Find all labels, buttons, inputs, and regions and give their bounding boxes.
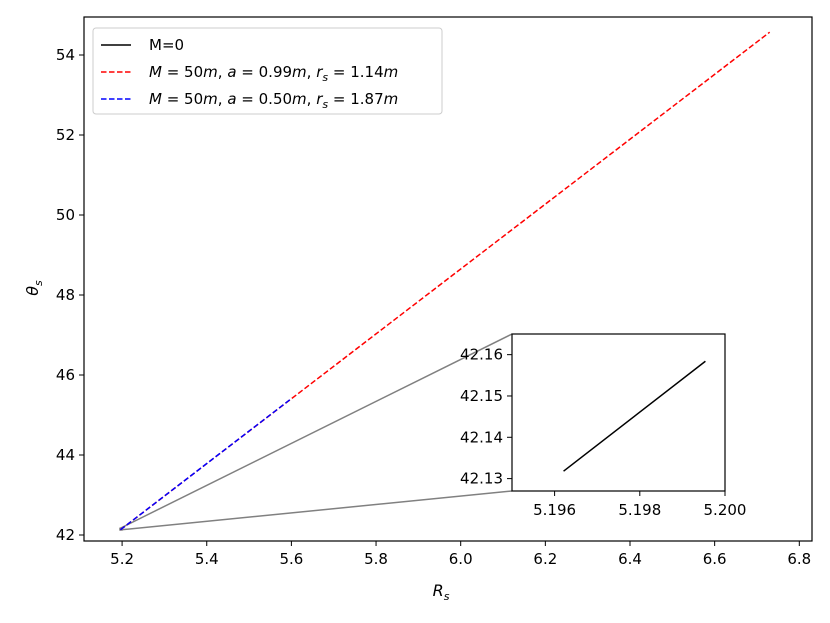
inset-x-tick-label: 5.198 [618, 501, 661, 519]
y-tick-label: 44 [56, 446, 75, 464]
y-tick-label: 46 [56, 366, 75, 384]
x-tick-label: 6.6 [703, 550, 727, 568]
inset-y-tick-label: 42.13 [460, 470, 503, 488]
inset-x-tick-label: 5.196 [533, 501, 576, 519]
y-axis-label: θs [23, 280, 45, 296]
legend-box [92, 27, 443, 115]
y-axis-label-subscript: s [32, 280, 45, 286]
x-axis-label-subscript: s [444, 590, 450, 603]
x-tick-label: 6.4 [618, 550, 642, 568]
x-tick-label: 5.4 [195, 550, 219, 568]
x-tick-label: 5.8 [364, 550, 388, 568]
x-tick-label: 6.2 [533, 550, 557, 568]
y-tick-label: 52 [56, 126, 75, 144]
legend: M=0 M = 50m, a = 0.99m, rs = 1.14m M = 50m… [92, 27, 443, 115]
inset-background [512, 334, 725, 491]
legend-label-1: M=0 [149, 36, 184, 54]
y-tick-label: 54 [56, 46, 75, 64]
inset-y-tick-label: 42.14 [460, 428, 503, 446]
inset-x-axis: 5.196 5.198 5.200 [533, 491, 746, 519]
x-tick-label: 5.2 [110, 550, 134, 568]
y-tick-label: 50 [56, 206, 75, 224]
inset-zoom-axes: 5.196 5.198 5.200 42.13 42.14 42.15 42.16 [460, 333, 746, 519]
x-tick-label: 5.6 [279, 550, 303, 568]
inset-y-axis: 42.13 42.14 42.15 42.16 [460, 346, 512, 488]
connector-line-bottom [119, 490, 513, 531]
inset-x-tick-label: 5.200 [704, 501, 747, 519]
y-axis: 42 44 46 48 50 52 54 [56, 46, 84, 544]
x-axis-label: Rs [433, 581, 450, 603]
y-tick-label: 48 [56, 286, 75, 304]
inset-series-group [563, 360, 706, 472]
inset-y-tick-label: 42.15 [460, 387, 503, 405]
inset-series-line-1 [563, 360, 706, 472]
connector-line-top [119, 333, 513, 530]
inset-y-tick-label: 42.16 [460, 346, 503, 364]
x-axis: 5.2 5.4 5.6 5.8 6.0 6.2 6.4 6.6 6.8 [110, 541, 811, 568]
inset-frame [511, 333, 726, 492]
main-series-group [119, 31, 771, 531]
x-tick-label: 6.0 [449, 550, 473, 568]
legend-label-3: M = 50m, a = 0.50m, rs = 1.87m [149, 90, 398, 111]
main-plot-frame [83, 16, 813, 542]
series-line-3 [119, 398, 292, 531]
legend-label-2: M = 50m, a = 0.99m, rs = 1.14m [149, 63, 398, 84]
x-tick-label: 6.8 [787, 550, 811, 568]
y-tick-label: 42 [56, 526, 75, 544]
